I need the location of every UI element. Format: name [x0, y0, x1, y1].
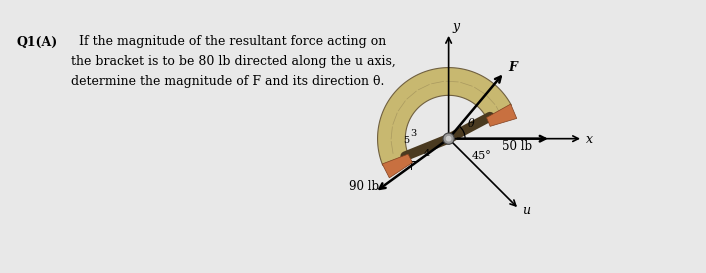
Circle shape — [443, 133, 454, 144]
Text: x: x — [585, 133, 592, 146]
Text: 50 lb: 50 lb — [503, 140, 532, 153]
Text: If the magnitude of the resultant force acting on
the bracket is to be 80 lb dir: If the magnitude of the resultant force … — [71, 35, 395, 88]
Text: 3: 3 — [410, 129, 417, 138]
Text: F: F — [508, 61, 517, 75]
Text: Q1(A): Q1(A) — [17, 35, 58, 49]
Polygon shape — [382, 154, 412, 178]
Text: y: y — [453, 20, 460, 33]
Text: θ: θ — [467, 119, 474, 129]
Text: 4: 4 — [424, 149, 429, 158]
Text: 45°: 45° — [472, 152, 492, 161]
Polygon shape — [486, 104, 517, 126]
Text: u: u — [522, 204, 531, 217]
Text: 5: 5 — [403, 136, 409, 146]
Circle shape — [446, 136, 451, 141]
Text: 90 lb: 90 lb — [349, 180, 379, 194]
Polygon shape — [378, 68, 511, 165]
